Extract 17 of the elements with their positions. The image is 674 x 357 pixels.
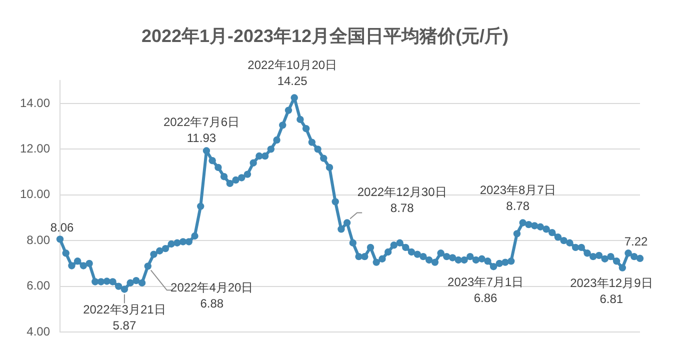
y-tick-label: 10.00 [20, 187, 50, 202]
y-tick-label: 6.00 [26, 278, 50, 293]
annotation: 7.22 [624, 234, 648, 249]
y-tick-label: 12.00 [20, 141, 50, 156]
chart-title: 2022年1月-2023年12月全国日平均猪价(元/斤) [141, 26, 509, 46]
annotation: 2022年10月20日 14.25 [248, 58, 338, 88]
y-tick-label: 14.00 [20, 96, 50, 110]
annotation: 2023年8月7日 8.78 [480, 183, 556, 214]
annotation: 2022年4月20日 6.88 [170, 280, 254, 310]
y-tick-label: 8.00 [26, 232, 50, 247]
annotation: 2023年12月9日 6.81 [570, 276, 653, 306]
annotation: 8.06 [50, 220, 74, 235]
annotation: 2023年7月1日 6.86 [448, 274, 524, 305]
y-tick-label: 4.00 [26, 324, 50, 338]
annotation: 2022年12月30日 8.78 [357, 185, 447, 216]
annotation: 2022年7月6日 11.93 [163, 115, 240, 146]
annotation: 2022年3月21日 5.87 [83, 302, 166, 333]
